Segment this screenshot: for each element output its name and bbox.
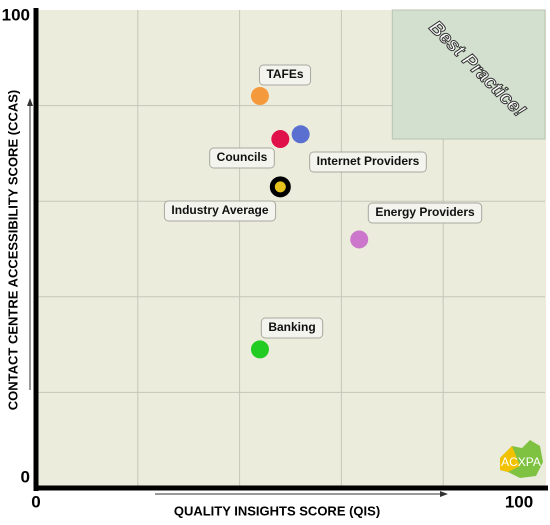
label-box [260,317,324,339]
point-label: TAFEs [266,67,303,81]
label-box [309,151,427,173]
y-arrowhead [27,98,33,106]
point [269,176,291,198]
point-label: Energy Providers [375,205,475,219]
point-label: Industry Average [171,203,268,217]
point [350,230,369,249]
y-axis-title: CONTACT CENTRE ACCESSIBILITY SCORE (CCAS… [5,90,20,410]
label-box [367,202,483,224]
point-label: Internet Providers [317,154,420,168]
y-tick-label: 100 [2,5,30,24]
label-box [163,200,277,222]
point-label: Councils [217,150,268,164]
x-tick-label: 0 [31,492,40,511]
point [271,130,290,149]
best-practice-region [391,9,546,140]
label-box [209,147,275,169]
x-axis-title: QUALITY INSIGHTS SCORE (QIS) [174,503,380,518]
x-arrowhead [440,491,448,497]
logo-text: ACXPA [501,455,541,469]
label-box [258,64,312,86]
point [250,87,269,106]
point-label: Banking [268,320,315,334]
logo-shape [500,446,520,472]
point [291,125,310,144]
x-tick-label: 100 [505,492,533,511]
point [250,340,269,359]
y-tick-label: 0 [21,467,30,486]
